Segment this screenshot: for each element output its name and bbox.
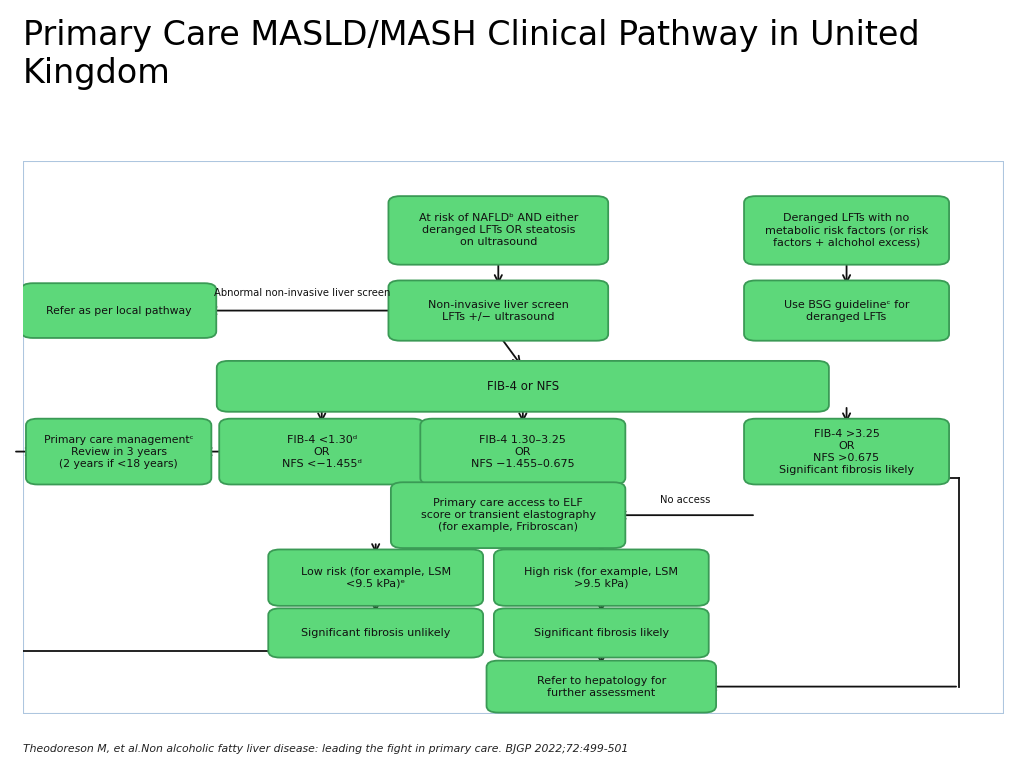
Text: Primary Care MASLD/MASH Clinical Pathway in United
Kingdom: Primary Care MASLD/MASH Clinical Pathway…: [23, 19, 920, 91]
Text: High risk (for example, LSM
>9.5 kPa): High risk (for example, LSM >9.5 kPa): [524, 567, 678, 588]
FancyBboxPatch shape: [494, 549, 709, 606]
FancyBboxPatch shape: [388, 196, 608, 265]
Text: Use BSG guidelineᶜ for
deranged LFTs: Use BSG guidelineᶜ for deranged LFTs: [783, 300, 909, 322]
FancyBboxPatch shape: [420, 419, 626, 485]
FancyBboxPatch shape: [219, 419, 424, 485]
Text: Refer as per local pathway: Refer as per local pathway: [46, 306, 191, 316]
Text: FIB-4 >3.25
OR
NFS >0.675
Significant fibrosis likely: FIB-4 >3.25 OR NFS >0.675 Significant fi…: [779, 429, 914, 475]
FancyBboxPatch shape: [486, 660, 716, 713]
FancyBboxPatch shape: [494, 608, 709, 657]
FancyBboxPatch shape: [268, 549, 483, 606]
Text: Significant fibrosis unlikely: Significant fibrosis unlikely: [301, 628, 451, 638]
Text: No access: No access: [659, 495, 710, 505]
Text: Low risk (for example, LSM
<9.5 kPa)ᵉ: Low risk (for example, LSM <9.5 kPa)ᵉ: [301, 567, 451, 588]
Text: At risk of NAFLDᵇ AND either
deranged LFTs OR steatosis
on ultrasound: At risk of NAFLDᵇ AND either deranged LF…: [419, 214, 578, 247]
Text: Non-invasive liver screen
LFTs +/− ultrasound: Non-invasive liver screen LFTs +/− ultra…: [428, 300, 568, 322]
FancyBboxPatch shape: [22, 283, 216, 338]
Text: Primary care access to ELF
score or transient elastography
(for example, Fribros: Primary care access to ELF score or tran…: [421, 498, 596, 532]
Text: Refer to hepatology for
further assessment: Refer to hepatology for further assessme…: [537, 676, 666, 697]
Text: Theodoreson M, et al.Non alcoholic fatty liver disease: leading the fight in pri: Theodoreson M, et al.Non alcoholic fatty…: [23, 744, 628, 754]
Text: Primary care managementᶜ
Review in 3 years
(2 years if <18 years): Primary care managementᶜ Review in 3 yea…: [44, 435, 194, 468]
Text: Deranged LFTs with no
metabolic risk factors (or risk
factors + alchohol excess): Deranged LFTs with no metabolic risk fac…: [765, 214, 928, 247]
Text: FIB-4 1.30–3.25
OR
NFS −1.455–0.675: FIB-4 1.30–3.25 OR NFS −1.455–0.675: [471, 435, 574, 468]
FancyBboxPatch shape: [268, 608, 483, 657]
FancyBboxPatch shape: [744, 419, 949, 485]
FancyBboxPatch shape: [391, 482, 626, 548]
Text: Abnormal non-invasive liver screen: Abnormal non-invasive liver screen: [214, 289, 390, 299]
FancyBboxPatch shape: [744, 196, 949, 265]
FancyBboxPatch shape: [217, 361, 828, 412]
FancyBboxPatch shape: [388, 280, 608, 341]
Text: FIB-4 or NFS: FIB-4 or NFS: [486, 380, 559, 393]
FancyBboxPatch shape: [744, 280, 949, 341]
Text: FIB-4 <1.30ᵈ
OR
NFS <−1.455ᵈ: FIB-4 <1.30ᵈ OR NFS <−1.455ᵈ: [282, 435, 361, 468]
Text: Significant fibrosis likely: Significant fibrosis likely: [534, 628, 669, 638]
FancyBboxPatch shape: [26, 419, 211, 485]
